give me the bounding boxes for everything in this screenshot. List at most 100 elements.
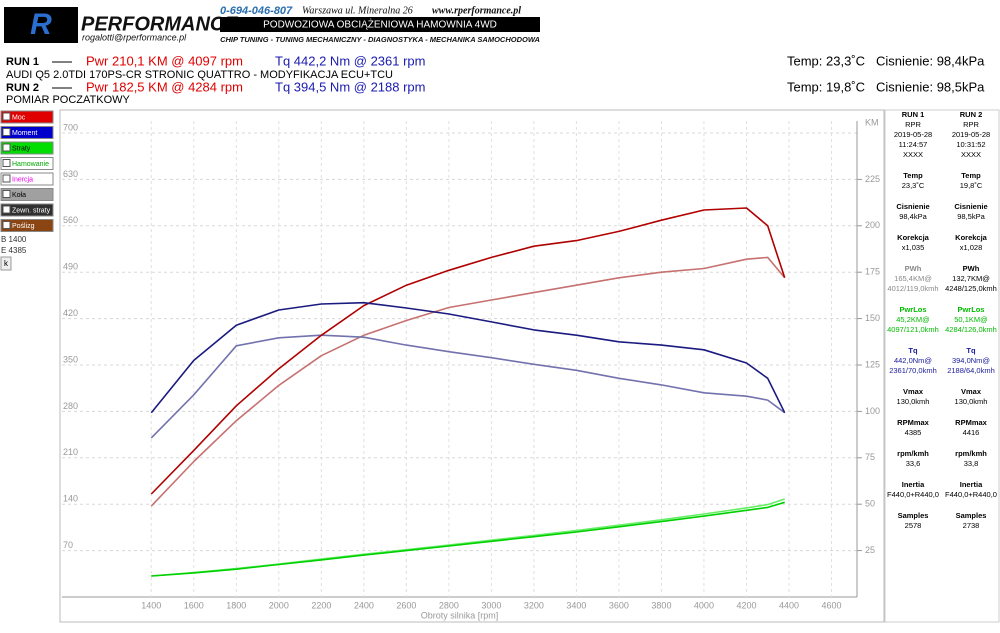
legend-toggle[interactable] xyxy=(0,157,54,170)
end-rpm: E 4385 xyxy=(1,246,27,255)
stat-value: F440,0+R440,0 xyxy=(945,490,997,499)
run-temp: Temp: 19,8˚C xyxy=(787,79,865,94)
run-tq: Tq 394,5 Nm @ 2188 rpm xyxy=(275,79,425,94)
x-tick-label: 1400 xyxy=(141,600,161,610)
legend-label: Zewn. straty xyxy=(12,207,51,214)
stats-panel xyxy=(884,109,1000,623)
legend-label: Inercja xyxy=(12,176,33,183)
stat-value: 2019-05-28 xyxy=(952,130,990,139)
run-name: RUN 2 xyxy=(6,82,39,94)
checkbox xyxy=(2,159,11,167)
stat-value: 165,4KM@ xyxy=(894,274,932,283)
stat-label: PwrLos xyxy=(899,305,926,314)
checkbox xyxy=(2,205,11,214)
legend-toggle[interactable] xyxy=(0,188,54,201)
legend-toggle[interactable] xyxy=(0,172,54,186)
stat-value: 50,1KM@ xyxy=(954,315,987,324)
stat-label: RUN 1 xyxy=(902,110,925,119)
x-tick-label: 2400 xyxy=(354,600,374,610)
y-tick-label: 630 xyxy=(63,169,78,179)
run-pressure: Cisnienie: 98,5kPa xyxy=(876,79,985,94)
stat-value: 394,0Nm@ xyxy=(952,356,990,365)
x-axis-label: Obroty silnika [rpm] xyxy=(421,610,499,620)
stat-value: 2019-05-28 xyxy=(894,130,932,139)
stat-label: Cisnienie xyxy=(954,202,987,211)
stat-label: Inertia xyxy=(960,480,983,489)
chart-frame xyxy=(59,109,885,623)
stat-label: Tq xyxy=(908,346,918,355)
series-line xyxy=(150,207,786,495)
stat-label: PWh xyxy=(963,264,980,273)
stat-label: Cisnienie xyxy=(896,202,929,211)
y2-tick-label: 100 xyxy=(865,406,880,416)
button[interactable] xyxy=(0,256,12,271)
stat-value: 4284/126,0kmh xyxy=(945,325,997,334)
stat-value: 23,3˚C xyxy=(902,181,925,190)
logo-box xyxy=(4,7,78,43)
stat-label: Korekcja xyxy=(955,233,988,242)
stat-value: 19,8˚C xyxy=(960,181,983,190)
y2-tick-label: 25 xyxy=(865,545,875,555)
stat-value: 33,6 xyxy=(906,459,921,468)
x-tick-label: 2000 xyxy=(269,600,289,610)
stat-label: RPMmax xyxy=(897,418,930,427)
banner: PODWOZIOWA OBCIĄŻENIOWA HAMOWNIA 4WD xyxy=(263,18,497,31)
stat-value: x1,028 xyxy=(960,243,983,252)
stat-value: 2361/70,0kmh xyxy=(889,366,937,375)
y-tick-label: 350 xyxy=(63,354,78,364)
legend-toggle[interactable] xyxy=(0,203,54,217)
stat-label: rpm/kmh xyxy=(955,449,987,458)
stat-value: 2188/64,0kmh xyxy=(947,366,995,375)
run-temp: Temp: 23,3˚C xyxy=(787,53,865,68)
legend-label: Koła xyxy=(12,192,26,199)
stat-value: 4416 xyxy=(963,428,980,437)
phone: 0-694-046-807 xyxy=(220,5,293,17)
legend-toggle[interactable] xyxy=(0,219,54,232)
checkbox xyxy=(2,221,11,229)
x-tick-label: 4000 xyxy=(694,600,714,610)
services: CHIP TUNING - TUNING MECHANICZNY - DIAGN… xyxy=(220,35,540,44)
legend-toggle[interactable] xyxy=(0,141,54,155)
x-tick-label: 2600 xyxy=(396,600,416,610)
checkbox xyxy=(2,112,11,121)
x-tick-label: 2800 xyxy=(439,600,459,610)
stat-value: 10:31:52 xyxy=(956,140,985,149)
stat-value: RPR xyxy=(963,120,979,129)
x-tick-label: 1800 xyxy=(226,600,246,610)
stat-value: XXXX xyxy=(903,150,923,159)
y-tick-label: 280 xyxy=(63,401,78,411)
legend-toggle[interactable] xyxy=(0,126,54,139)
email: rogalotti@rperformance.pl xyxy=(82,32,187,42)
run-description: POMIAR POCZATKOWY xyxy=(6,94,131,106)
logo-letter: R xyxy=(30,8,52,41)
checkbox xyxy=(2,143,11,152)
stat-value: x1,035 xyxy=(902,243,925,252)
x-tick-label: 2200 xyxy=(311,600,331,610)
run-pressure: Cisnienie: 98,4kPa xyxy=(876,53,985,68)
legend-toggle[interactable] xyxy=(0,110,54,124)
y-tick-label: 560 xyxy=(63,215,78,225)
y-tick-label: 420 xyxy=(63,308,78,318)
website: www.rperformance.pl xyxy=(432,5,521,16)
y-tick-label: 70 xyxy=(63,540,73,550)
stat-label: rpm/kmh xyxy=(897,449,929,458)
y2-tick-label: 175 xyxy=(865,267,880,277)
stat-value: XXXX xyxy=(961,150,981,159)
y2-axis-label: KM xyxy=(865,117,879,127)
stat-label: Samples xyxy=(956,511,987,520)
stat-value: 4385 xyxy=(905,428,922,437)
banner-box xyxy=(220,17,540,32)
stat-value: 33,8 xyxy=(964,459,979,468)
y-tick-label: 140 xyxy=(63,494,78,504)
checkbox xyxy=(2,128,11,136)
legend-label: Moment xyxy=(12,130,37,137)
button-label: k xyxy=(4,259,9,268)
series-line xyxy=(150,256,786,507)
stat-value: F440,0+R440,0 xyxy=(887,490,939,499)
stat-value: 11:24:57 xyxy=(899,140,928,149)
legend-label: Poślizg xyxy=(12,223,35,230)
y2-tick-label: 150 xyxy=(865,313,880,323)
stat-value: 98,4kPa xyxy=(899,212,927,221)
x-tick-label: 3400 xyxy=(566,600,586,610)
